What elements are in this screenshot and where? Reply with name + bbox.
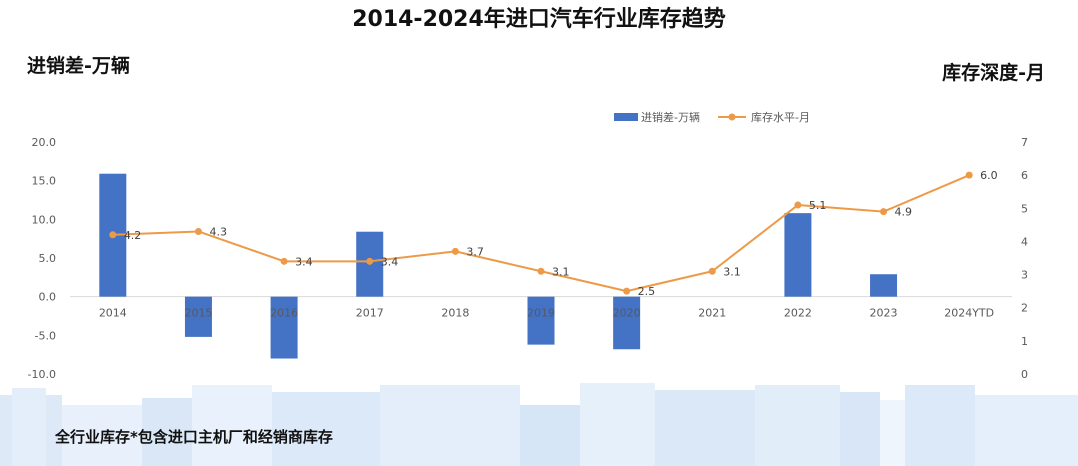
line-point xyxy=(366,257,374,265)
line-data-label: 3.4 xyxy=(295,255,313,268)
line-point xyxy=(794,201,802,209)
line-data-label: 3.7 xyxy=(466,245,484,258)
right-axis-tick-label: 0 xyxy=(1021,368,1028,381)
x-axis-tick-label: 2020 xyxy=(613,307,641,320)
skyline-block xyxy=(905,385,975,466)
line-point xyxy=(194,227,202,235)
skyline-block xyxy=(62,405,142,466)
skyline-block xyxy=(655,390,755,466)
right-axis-tick-label: 7 xyxy=(1021,136,1028,149)
x-axis-tick-label: 2017 xyxy=(356,307,384,320)
right-axis-tick-label: 2 xyxy=(1021,302,1028,315)
bar xyxy=(613,296,641,350)
line-data-label: 3.4 xyxy=(381,255,399,268)
chart-title: 2014-2024年进口汽车行业库存趋势 xyxy=(352,7,726,32)
skyline-block xyxy=(520,405,580,466)
skyline-block xyxy=(880,400,905,466)
bar xyxy=(270,296,298,359)
line-data-label: 6.0 xyxy=(980,169,998,182)
left-axis-tick-label: -5.0 xyxy=(35,329,56,342)
right-axis-tick-label: 3 xyxy=(1021,269,1028,282)
left-axis-title: 进销差-万辆 xyxy=(27,55,130,77)
right-axis-title: 库存深度-月 xyxy=(942,62,1045,84)
left-axis-tick-label: 0.0 xyxy=(39,291,57,304)
line-data-label: 4.9 xyxy=(895,206,913,219)
left-axis-tick-label: -10.0 xyxy=(28,368,56,381)
skyline-background xyxy=(0,383,1078,466)
line-data-label: 3.1 xyxy=(723,265,741,278)
line-data-label: 4.3 xyxy=(209,225,227,238)
line-data-label: 5.1 xyxy=(809,199,827,212)
skyline-block xyxy=(580,383,655,466)
bar xyxy=(870,274,898,297)
legend-label: 进销差-万辆 xyxy=(641,110,700,124)
x-axis-tick-label: 2018 xyxy=(441,307,469,320)
legend-label: 库存水平-月 xyxy=(751,110,810,124)
line-data-label: 4.2 xyxy=(124,229,141,242)
x-axis-tick-label: 2024YTD xyxy=(944,307,994,320)
x-axis-tick-label: 2023 xyxy=(870,307,898,320)
right-axis-tick-label: 6 xyxy=(1021,169,1028,182)
right-axis-tick-label: 5 xyxy=(1021,202,1028,215)
right-axis-tick-label: 4 xyxy=(1021,235,1028,248)
bar xyxy=(184,296,212,337)
skyline-block xyxy=(755,385,840,466)
left-axis-tick-label: 20.0 xyxy=(32,136,57,149)
line-point xyxy=(109,231,117,239)
skyline-block xyxy=(975,395,1078,466)
skyline-block xyxy=(12,388,46,466)
line-point xyxy=(623,287,631,295)
x-axis-tick-label: 2022 xyxy=(784,307,812,320)
skyline-block xyxy=(380,385,520,466)
footnote: 全行业库存*包含进口主机厂和经销商库存 xyxy=(55,428,333,446)
bar xyxy=(784,213,812,297)
line-point xyxy=(280,257,288,265)
bar xyxy=(527,296,555,345)
x-axis-tick-label: 2014 xyxy=(99,307,127,320)
x-axis-tick-label: 2021 xyxy=(698,307,726,320)
skyline-block xyxy=(192,385,272,466)
line-point xyxy=(537,267,545,275)
line-point xyxy=(451,247,459,255)
legend-bar-swatch xyxy=(614,113,638,121)
left-axis-tick-label: 10.0 xyxy=(32,213,57,226)
x-axis-tick-label: 2015 xyxy=(184,307,212,320)
legend-line-marker xyxy=(728,113,736,121)
line-data-label: 3.1 xyxy=(552,265,570,278)
x-axis-tick-label: 2019 xyxy=(527,307,555,320)
left-axis-tick-label: 5.0 xyxy=(39,252,57,265)
skyline-block xyxy=(840,392,880,466)
skyline-block xyxy=(142,398,192,466)
right-axis-tick-label: 1 xyxy=(1021,335,1028,348)
line-data-label: 2.5 xyxy=(638,285,656,298)
x-axis-tick-label: 2016 xyxy=(270,307,298,320)
line-point xyxy=(880,208,888,216)
left-axis-tick-label: 15.0 xyxy=(32,175,57,188)
line-point xyxy=(708,267,716,275)
line-point xyxy=(965,171,973,179)
skyline-block xyxy=(272,392,380,466)
